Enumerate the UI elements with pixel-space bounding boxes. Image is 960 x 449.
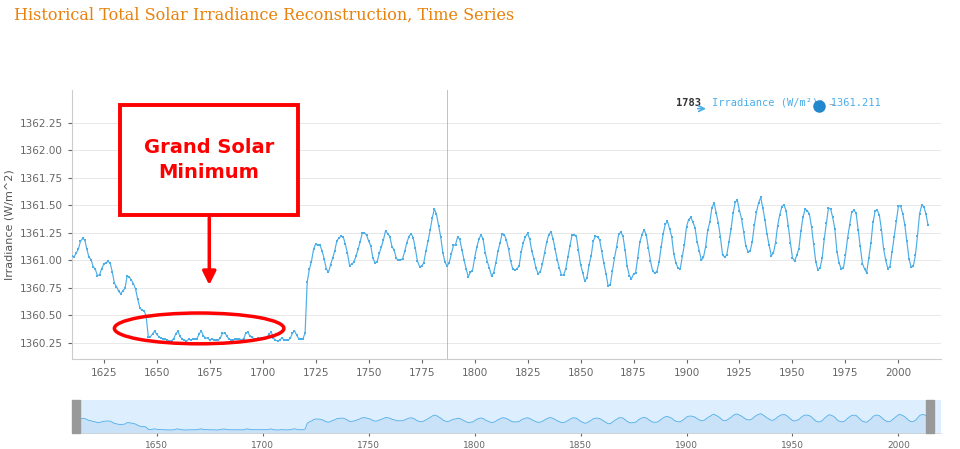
Text: Irradiance (W/m²): 1361.211: Irradiance (W/m²): 1361.211 [712,98,881,108]
Y-axis label: Irradiance (W/m^2): Irradiance (W/m^2) [4,169,14,280]
Bar [926,400,934,433]
Text: Grand Solar
Minimum: Grand Solar Minimum [144,138,274,182]
Text: –: – [828,98,835,111]
Bar [72,400,81,433]
Text: Historical Total Solar Irradiance Reconstruction, Time Series: Historical Total Solar Irradiance Recons… [14,7,515,24]
Text: 1783: 1783 [676,98,701,108]
FancyBboxPatch shape [120,105,298,215]
